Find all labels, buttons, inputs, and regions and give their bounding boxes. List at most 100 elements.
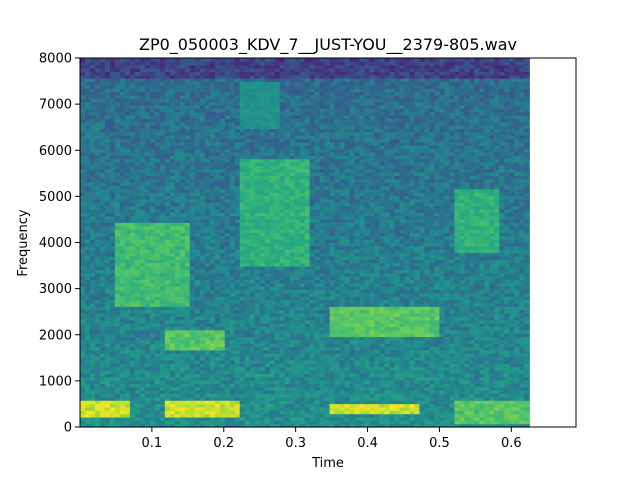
heatmap-cell [279,265,286,270]
heatmap-cell [194,125,201,130]
heatmap-cell [209,58,216,62]
heatmap-cell [299,373,306,378]
heatmap-cell [204,175,211,180]
heatmap-cell [219,329,226,334]
heatmap-cell [234,373,241,378]
heatmap-cell [299,111,306,116]
heatmap-cell [264,406,271,411]
heatmap-cell [209,232,216,237]
heatmap-cell [209,259,216,264]
heatmap-cell [89,141,96,146]
heatmap-cell [204,58,211,62]
heatmap-cell [234,279,241,284]
heatmap-cell [189,359,196,364]
heatmap-cell [254,165,261,170]
heatmap-cell [294,138,301,143]
heatmap-cell [274,108,281,113]
heatmap-cell [144,420,151,425]
heatmap-cell [279,195,286,200]
heatmap-cell [304,323,311,327]
heatmap-cell [289,138,296,143]
heatmap-cell [169,396,176,401]
heatmap-cell [229,141,236,146]
heatmap-cell [294,333,301,338]
heatmap-cell [254,289,261,294]
heatmap-cell [184,192,191,197]
heatmap-cell [209,131,216,136]
heatmap-cell [164,141,171,146]
heatmap-cell [249,259,256,264]
heatmap-cell [184,339,191,344]
heatmap-cell [154,323,161,327]
heatmap-cell [244,175,251,180]
heatmap-cell [289,208,296,213]
heatmap-cell [274,400,281,405]
heatmap-cell [89,410,96,415]
heatmap-cell [84,373,91,378]
heatmap-cell [144,336,151,341]
heatmap-cell [214,91,221,96]
heatmap-cell [129,115,136,119]
heatmap-cell [269,178,276,183]
heatmap-cell [189,192,196,197]
heatmap-cell [114,326,121,331]
heatmap-cell [159,339,166,344]
heatmap-cell [89,229,96,234]
heatmap-cell [80,349,86,354]
heatmap-cell [189,151,196,156]
heatmap-cell [134,343,141,348]
heatmap-cell [184,232,191,237]
heatmap-cell [164,323,171,327]
heatmap-cell [164,58,171,62]
heatmap-cell [239,178,246,183]
heatmap-cell [109,151,116,156]
heatmap-cell [104,161,111,166]
heatmap-cell [174,225,181,230]
heatmap-cell [269,101,276,106]
heatmap-cell [104,158,111,163]
heatmap-cell [104,265,111,270]
heatmap-cell [139,336,146,341]
heatmap-cell [234,115,241,119]
heatmap-cell [154,390,161,395]
heatmap-cell [254,128,261,133]
heatmap-cell [114,101,121,106]
heatmap-cell [219,98,226,103]
heatmap-cell [289,121,296,126]
heatmap-cell [299,353,306,358]
heatmap-cell [89,101,96,106]
heatmap-cell [259,380,266,384]
heatmap-cell [144,192,151,197]
heatmap-cell [274,195,281,200]
heatmap-cell [229,208,236,213]
heatmap-cell [189,363,196,368]
heatmap-cell [89,383,96,388]
heatmap-cell [84,202,91,207]
heatmap-cell [299,98,306,103]
heatmap-cell [229,225,236,230]
heatmap-cell [109,309,116,314]
heatmap-cell [194,195,201,200]
heatmap-cell [239,239,246,244]
heatmap-cell [164,91,171,96]
heatmap-cell [164,111,171,116]
heatmap-cell [169,215,176,220]
heatmap-cell [259,104,266,109]
heatmap-cell [89,373,96,378]
heatmap-cell [254,81,261,86]
heatmap-cell [169,423,176,428]
heatmap-cell [204,188,211,193]
heatmap-cell [289,198,296,203]
heatmap-cell [254,111,261,116]
heatmap-cell [284,131,291,136]
heatmap-cell [99,403,106,408]
heatmap-cell [224,363,231,368]
heatmap-cell [249,363,256,368]
heatmap-cell [104,115,111,119]
heatmap-cell [149,215,156,220]
heatmap-cell [80,212,86,217]
heatmap-cell [149,202,156,207]
heatmap-cell [279,215,286,220]
heatmap-cell [224,413,231,418]
heatmap-cell [299,118,306,123]
